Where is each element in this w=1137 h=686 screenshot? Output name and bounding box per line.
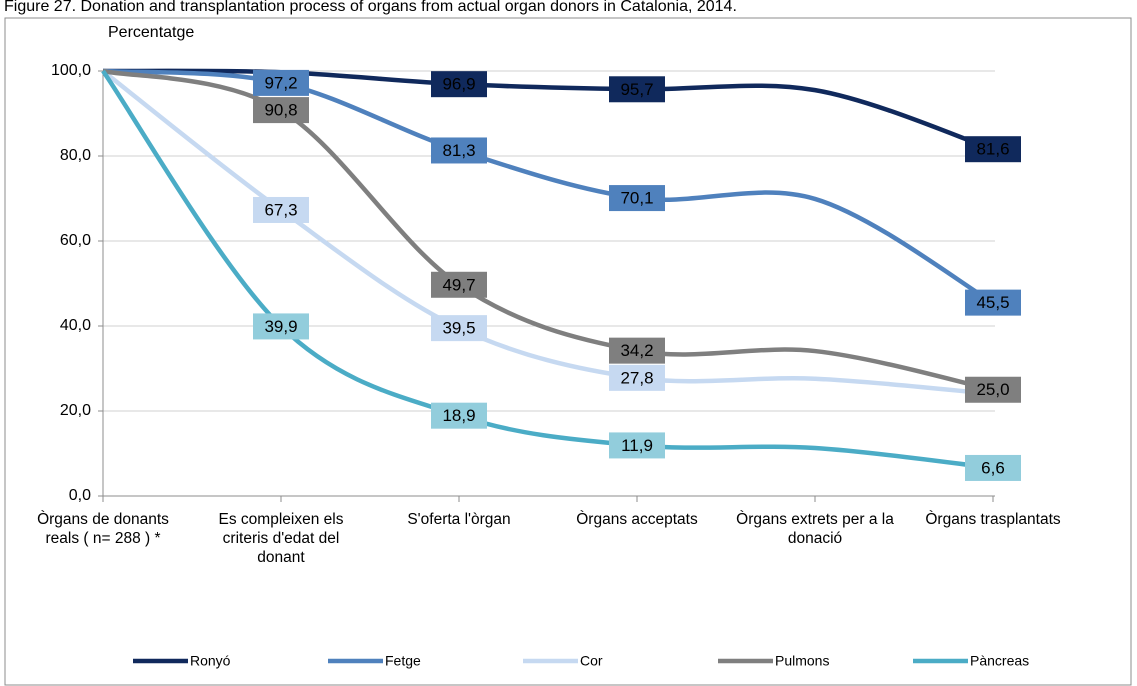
x-tick-label: Òrgans extrets per a la donació [736,511,894,547]
y-tick-label: 100,0 [51,62,91,79]
data-label-box [253,97,309,124]
chart-frame [4,17,1132,686]
data-label-box [965,289,1021,316]
data-label: 81,3 [442,141,475,160]
data-label-box [431,71,487,98]
data-label-box [965,136,1021,163]
data-label-box [609,185,665,212]
y-tick-label: 0,0 [69,487,91,504]
data-label-box [431,137,487,164]
data-label-box [431,315,487,342]
y-tick-label: 80,0 [60,147,91,164]
series-line [101,69,994,397]
data-label-box [431,402,487,429]
legend-label: Ronyó [190,653,231,669]
data-label-box [965,376,1021,403]
data-label: 97,2 [264,73,297,92]
data-label-box [431,271,487,298]
data-label: 11,9 [621,436,653,455]
x-tick-label: S'oferta l'òrgan [407,511,511,528]
data-label: 70,1 [620,189,653,208]
data-label-box [965,454,1021,481]
data-label: 34,2 [620,341,653,360]
legend-label: Fetge [385,653,421,669]
data-label: 90,8 [264,101,297,120]
data-label: 39,9 [264,317,297,336]
y-tick-label: 60,0 [60,232,91,249]
y-axis-label: Percentatge [108,24,194,41]
data-label: 81,6 [976,140,1009,159]
data-label: 45,5 [976,293,1009,312]
legend-label: Cor [580,653,603,669]
x-tick-label: Òrgans acceptats [576,511,698,528]
y-tick-label: 20,0 [60,402,91,419]
data-label: 6,6 [981,458,1005,477]
y-tick-label: 40,0 [60,317,91,334]
series-line [101,69,994,471]
data-label-box [609,432,665,459]
data-label-box [253,69,309,96]
data-label: 67,3 [264,200,297,219]
chart-title: Figure 27. Donation and transplantation … [4,0,737,15]
x-tick-label: Òrgans trasplantats [925,511,1061,528]
x-tick-label: Òrgans de donants reals ( n= 288 ) * [37,511,169,547]
data-label-box [609,76,665,103]
data-label-box [609,364,665,391]
data-label-box [253,313,309,340]
data-label: 25,0 [976,380,1009,399]
data-label: 39,5 [442,319,475,338]
data-label: 27,8 [620,368,653,387]
x-tick-label: Es compleixen els criteris d'edat del do… [218,511,344,566]
data-label: 96,9 [442,75,475,94]
legend-label: Pàncreas [970,653,1029,669]
data-label-box [253,196,309,223]
data-label: 49,7 [442,275,475,294]
legend-label: Pulmons [775,653,829,669]
data-label-box [609,337,665,364]
data-label: 95,7 [620,80,653,99]
data-label: 18,9 [442,406,475,425]
